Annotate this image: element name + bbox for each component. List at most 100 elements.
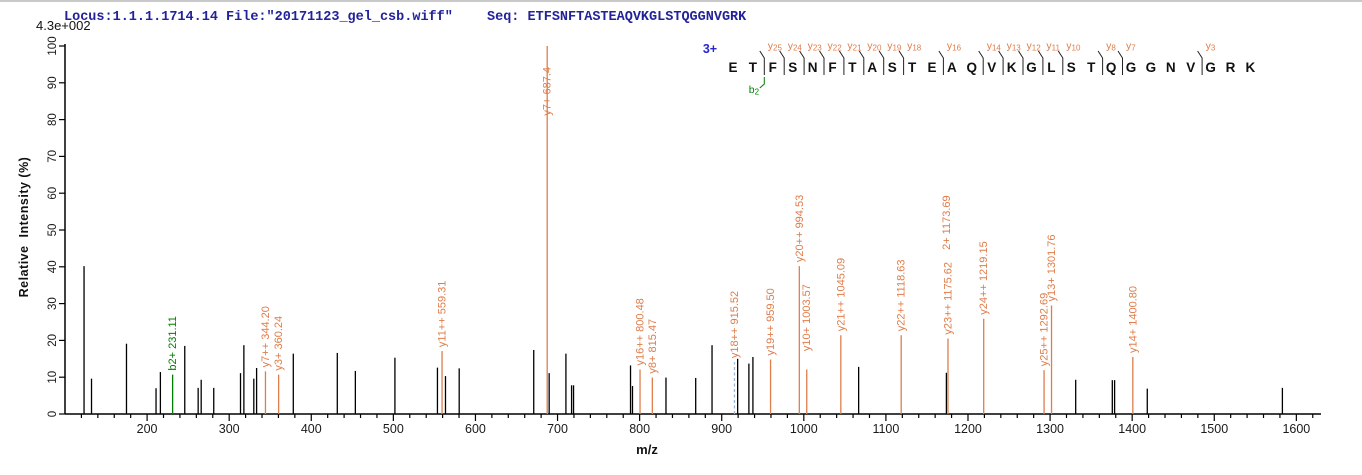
- y-cleavage-mark: [759, 50, 765, 75]
- peptide-residue: K: [1246, 60, 1256, 75]
- x-tick-label: 1400: [1118, 422, 1146, 436]
- y-ion-label: y24: [788, 40, 803, 53]
- peptide-residue: N: [808, 60, 818, 75]
- y-tick-label: 90: [47, 76, 59, 89]
- y-tick-label: 70: [47, 150, 59, 163]
- peptide-residue: A: [867, 60, 877, 75]
- y-tick-label: 50: [47, 224, 59, 237]
- peak-label: y13+ 1301.76: [1046, 234, 1058, 301]
- peptide-residue: K: [1007, 60, 1017, 75]
- peptide-residue: L: [1047, 60, 1055, 75]
- x-tick-label: 1300: [1036, 422, 1064, 436]
- peptide-residue: E: [728, 60, 737, 75]
- peak-label: y23++ 1175.62: [942, 262, 954, 335]
- y-cleavage-mark: [838, 50, 845, 75]
- x-tick-label: 200: [137, 422, 158, 436]
- peptide-residue: T: [908, 60, 917, 75]
- y-ion-label: y3: [1206, 40, 1216, 53]
- x-tick-label: 300: [219, 422, 240, 436]
- y-ion-label: y21: [847, 40, 862, 53]
- y-cleavage-mark: [1097, 50, 1104, 75]
- y-cleavage-mark: [819, 50, 825, 75]
- peptide-residue: V: [1186, 60, 1195, 75]
- peptide-residue: Q: [967, 60, 978, 75]
- y-tick-label: 60: [47, 187, 59, 200]
- peak-label: y10+ 1003.57: [801, 284, 813, 351]
- peak-label: y7++ 344.20: [260, 306, 272, 367]
- peak-label: y8+ 815.47: [647, 319, 659, 374]
- peak-label: y22++ 1118.63: [896, 259, 908, 331]
- peak-label: y19++ 959.50: [765, 288, 777, 355]
- peak-label: y3+ 360.24: [273, 316, 285, 371]
- peptide-residue: G: [1026, 60, 1037, 75]
- x-tick-label: 1100: [872, 422, 899, 436]
- y-cleavage-mark: [779, 50, 785, 75]
- y-ion-label: y16: [947, 40, 962, 53]
- y-tick-label: 40: [47, 260, 59, 273]
- y-cleavage-mark: [1018, 50, 1024, 75]
- y-cleavage-mark: [898, 50, 905, 75]
- locus-file-label: Locus:1.1.1.1714.14 File:"20171123_gel_c…: [64, 10, 453, 25]
- peak-label: y11++ 559.31: [437, 281, 449, 347]
- peptide-residue: G: [1126, 60, 1137, 75]
- y-ion-label: y11: [1046, 40, 1060, 53]
- y-cleavage-mark: [1117, 50, 1123, 75]
- peptide-residue: Q: [1106, 60, 1117, 75]
- x-tick-label: 700: [547, 422, 568, 436]
- y-cleavage-mark: [938, 50, 944, 75]
- peak-label: y16++ 800.48: [635, 298, 647, 365]
- sequence-header: Seq: ETFSNFTASTEAQVKGLSTQGGNVGRK: [487, 10, 746, 25]
- peptide-residue: T: [1087, 60, 1096, 75]
- y-ion-label: y25: [768, 40, 783, 53]
- peak-label: y7+ 687.4: [542, 67, 554, 116]
- b-cleavage-mark: [759, 77, 765, 89]
- peptide-residue: S: [1067, 60, 1076, 75]
- peak-label: y18++ 915.52: [729, 291, 741, 358]
- x-tick-label: 400: [301, 422, 322, 436]
- peptide-residue: V: [987, 60, 996, 75]
- y-tick-label: 0: [47, 411, 59, 417]
- y-cleavage-mark: [1197, 50, 1203, 75]
- peptide-residue: G: [1146, 60, 1157, 75]
- peak-label: b2+ 231.11: [167, 316, 179, 371]
- y-tick-label: 30: [47, 297, 59, 310]
- y-ion-label: y19: [887, 40, 902, 53]
- peptide-residue: R: [1226, 60, 1236, 75]
- peptide-residue: A: [947, 60, 957, 75]
- peak-label: y14+ 1400.80: [1127, 286, 1139, 353]
- x-tick-label: 1200: [954, 422, 982, 436]
- peptide-residue: T: [848, 60, 857, 75]
- peptide-residue: E: [927, 60, 936, 75]
- b-ion-label: b2: [749, 84, 760, 97]
- y-cleavage-mark: [1057, 50, 1064, 75]
- y-tick-label: 100: [47, 36, 59, 55]
- y-axis-max-scale-label: 4.3e+002: [36, 18, 91, 33]
- y-tick-label: 20: [47, 334, 59, 347]
- y-ion-label: y18: [907, 40, 922, 53]
- y-ion-label: y20: [867, 40, 882, 53]
- peptide-residue: G: [1205, 60, 1216, 75]
- peptide-residue: S: [788, 60, 797, 75]
- y-cleavage-mark: [978, 50, 984, 75]
- y-ion-label: y23: [808, 40, 823, 53]
- peptide-residue: S: [888, 60, 897, 75]
- y-ion-label: y22: [828, 40, 843, 53]
- peptide-residue: F: [769, 60, 777, 75]
- y-tick-label: 10: [47, 371, 59, 384]
- peak-label: y24++ 1219.15: [978, 241, 990, 314]
- y-cleavage-mark: [1037, 50, 1044, 75]
- peak-label: y20++ 994.53: [794, 195, 806, 262]
- x-tick-label: 1600: [1282, 422, 1310, 436]
- precursor-charge-label: 3+: [703, 42, 717, 56]
- peptide-residue: F: [828, 60, 836, 75]
- y-cleavage-mark: [998, 50, 1004, 75]
- y-ion-label: y14: [987, 40, 1002, 53]
- y-ion-label: y13: [1007, 40, 1022, 53]
- y-tick-label: 80: [47, 113, 59, 126]
- y-ion-label: y10: [1066, 40, 1081, 53]
- peak-label: y25++ 1292.69: [1039, 293, 1051, 366]
- seq-label: Seq:: [487, 10, 520, 25]
- x-axis-title: m/z: [636, 442, 658, 457]
